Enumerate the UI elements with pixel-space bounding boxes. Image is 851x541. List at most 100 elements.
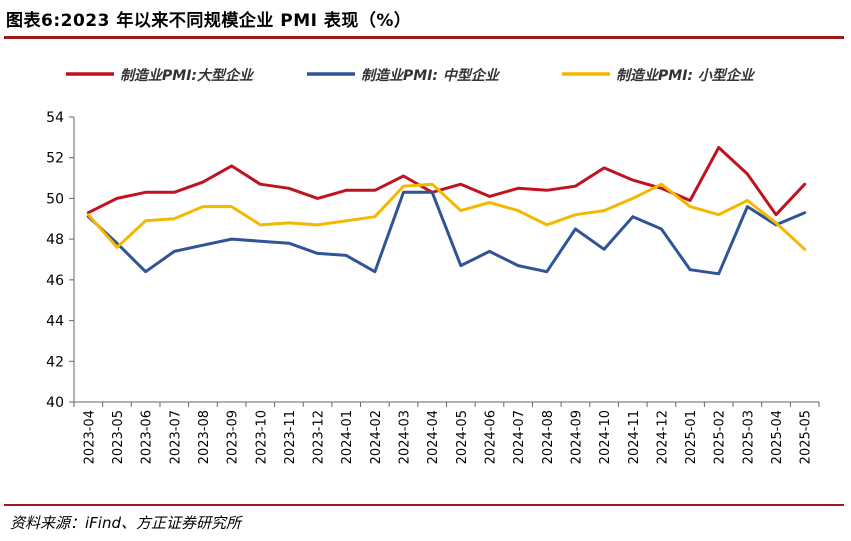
- x-axis: 2023-04 2023-05 2023-06 2023-07 2023-08 2023-…: [73, 401, 820, 464]
- data-point: [660, 227, 663, 230]
- x-tick-label: 2024-03: [398, 410, 413, 464]
- data-point: [373, 215, 376, 218]
- x-tick-label: 2024-06: [483, 410, 498, 464]
- x-tick-label: 2023-04: [82, 410, 97, 464]
- data-point: [373, 189, 376, 192]
- data-point: [459, 183, 462, 186]
- x-tick-label: 2025-02: [713, 410, 728, 464]
- figure-title: 图表6:2023 年以来不同规模企业 PMI 表现（%）: [6, 11, 412, 31]
- x-tick-label: 2023-05: [111, 410, 126, 464]
- data-point: [259, 223, 262, 226]
- data-point: [574, 185, 577, 188]
- data-point: [517, 187, 520, 190]
- data-point: [603, 166, 606, 169]
- x-tick-label: 2025-03: [741, 410, 756, 464]
- top-divider: [4, 36, 844, 39]
- legend-label: 制造业PMI:大型企业: [120, 67, 255, 84]
- data-point: [746, 199, 749, 202]
- data-point: [316, 197, 319, 200]
- x-tick-label: 2023-10: [254, 410, 269, 464]
- data-point: [201, 244, 204, 247]
- y-axis: 40 42 44 46 48 50 52 54: [46, 110, 75, 411]
- data-point: [746, 205, 749, 208]
- data-point: [803, 183, 806, 186]
- y-tick-label: 44: [46, 314, 64, 330]
- data-point: [803, 211, 806, 214]
- data-point: [660, 183, 663, 186]
- data-point: [488, 195, 491, 198]
- x-tick-label: 2023-07: [168, 410, 183, 464]
- legend-label: 制造业PMI: 中型企业: [361, 67, 501, 84]
- data-point: [746, 173, 749, 176]
- data-point: [775, 221, 778, 224]
- y-tick-label: 54: [46, 110, 64, 126]
- data-point: [631, 197, 634, 200]
- data-point: [316, 223, 319, 226]
- data-point: [517, 209, 520, 212]
- x-tick-label: 2024-02: [369, 410, 384, 464]
- y-tick-label: 50: [46, 191, 64, 207]
- data-point: [459, 209, 462, 212]
- data-point: [431, 191, 434, 194]
- x-tick-label: 2023-08: [197, 410, 212, 464]
- data-point: [402, 191, 405, 194]
- x-tick-label: 2025-01: [684, 410, 699, 464]
- x-tick-label: 2024-07: [512, 410, 527, 464]
- data-point: [259, 183, 262, 186]
- data-point: [488, 250, 491, 253]
- x-tick-label: 2023-11: [283, 410, 298, 464]
- x-tick-label: 2024-09: [569, 410, 584, 464]
- data-point: [459, 264, 462, 267]
- series-line-2: [86, 190, 807, 276]
- data-point: [230, 164, 233, 167]
- y-tick-label: 40: [46, 395, 64, 411]
- y-tick-label: 48: [46, 232, 64, 248]
- data-point: [545, 270, 548, 273]
- data-point: [402, 185, 405, 188]
- data-point: [689, 268, 692, 271]
- x-tick-label: 2023-06: [140, 410, 155, 464]
- data-point: [115, 246, 118, 249]
- bottom-divider: [4, 504, 844, 506]
- x-tick-label: 2025-04: [770, 410, 785, 464]
- data-point: [144, 270, 147, 273]
- data-point: [775, 213, 778, 216]
- data-point: [173, 217, 176, 220]
- x-tick-label: 2023-12: [312, 410, 327, 464]
- data-point: [287, 242, 290, 245]
- x-tick-label: 2024-05: [455, 410, 470, 464]
- data-point: [259, 240, 262, 243]
- data-point: [201, 205, 204, 208]
- data-point: [287, 187, 290, 190]
- data-point: [345, 189, 348, 192]
- data-point: [287, 221, 290, 224]
- source-note: 资料来源：iFind、方正证券研究所: [10, 514, 241, 532]
- y-tick-label: 46: [46, 273, 64, 289]
- data-point: [230, 205, 233, 208]
- y-tick-label: 42: [46, 354, 64, 370]
- data-point: [689, 205, 692, 208]
- data-point: [574, 227, 577, 230]
- series-line-3: [86, 182, 807, 251]
- data-point: [545, 189, 548, 192]
- legend-label: 制造业PMI: 小型企业: [616, 67, 756, 84]
- data-point: [316, 252, 319, 255]
- plot-area: [86, 146, 807, 276]
- data-point: [631, 215, 634, 218]
- data-point: [201, 181, 204, 184]
- data-point: [517, 264, 520, 267]
- data-point: [345, 254, 348, 257]
- data-point: [603, 209, 606, 212]
- data-point: [660, 187, 663, 190]
- data-point: [717, 213, 720, 216]
- data-point: [402, 175, 405, 178]
- data-point: [144, 219, 147, 222]
- data-point: [115, 197, 118, 200]
- data-point: [144, 191, 147, 194]
- data-point: [173, 250, 176, 253]
- data-point: [545, 223, 548, 226]
- data-point: [631, 179, 634, 182]
- data-point: [373, 270, 376, 273]
- data-point: [689, 199, 692, 202]
